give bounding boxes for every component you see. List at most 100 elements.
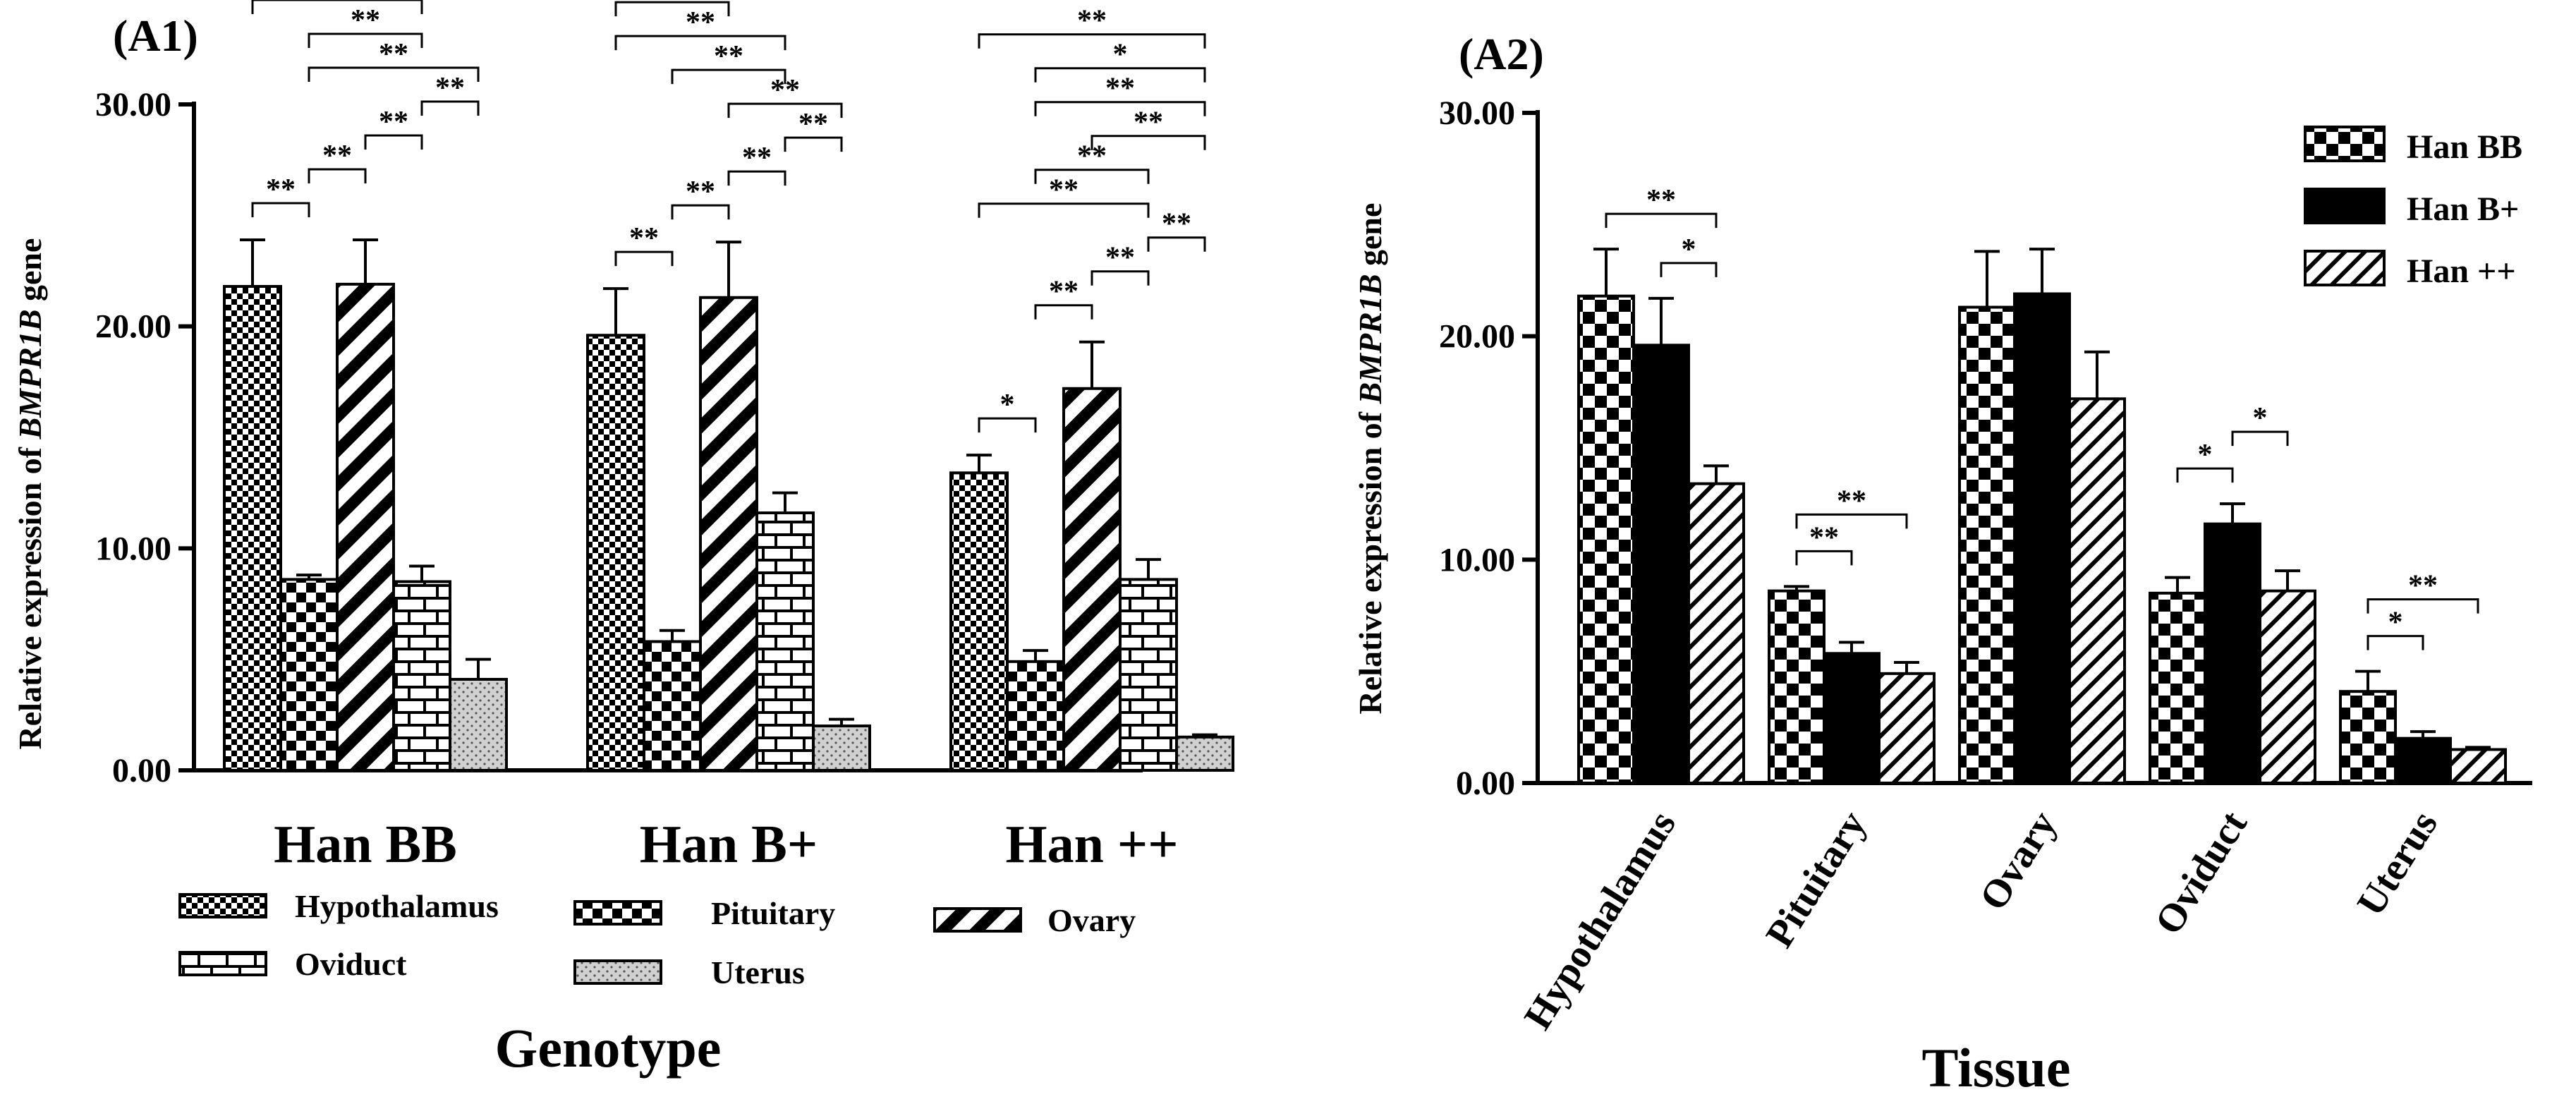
significance-label: * xyxy=(2198,439,2213,471)
bar-han-plus-plus-hypothalamus xyxy=(1687,482,1745,785)
y-tick-label: 30.00 xyxy=(1439,95,1515,132)
y-axis-title-gene: BMPR1B xyxy=(12,309,48,439)
significance-label: ** xyxy=(379,106,408,138)
significance-label: ** xyxy=(657,0,687,5)
bracket-line xyxy=(308,168,367,183)
significance-brackets: ************ xyxy=(1605,184,2479,650)
legend-swatch-ovary xyxy=(933,907,1022,933)
significance-bracket: ** xyxy=(1090,107,1206,150)
significance-label: ** xyxy=(1837,485,1866,517)
bar-hypothalamus-han-bb xyxy=(223,285,282,772)
bar-han-bb-ovary xyxy=(1958,305,2016,784)
significance-bracket: ** xyxy=(1605,184,1718,229)
bracket-line xyxy=(978,33,1206,49)
bracket-line xyxy=(308,32,423,48)
bracket-line xyxy=(1605,212,1718,229)
significance-bracket: ** xyxy=(1034,276,1093,320)
significance-bracket: * xyxy=(1034,39,1206,83)
significance-bracket: ** xyxy=(251,0,423,14)
bar-ovary-han-plus-plus xyxy=(1062,387,1122,772)
bar-uterus-han-plus-plus xyxy=(1175,735,1234,772)
legend-label-oviduct: Oviduct xyxy=(295,946,407,982)
significance-label: ** xyxy=(742,142,772,174)
bracket-line xyxy=(784,136,843,152)
y-axis-title-prefix: Relative expression of xyxy=(1352,404,1388,715)
bracket-line xyxy=(1034,304,1093,320)
significance-bracket: ** xyxy=(308,38,480,82)
x-axis-title: Tissue xyxy=(1922,1037,2071,1098)
significance-label: * xyxy=(1000,389,1015,421)
y-tick-label: 10.00 xyxy=(1439,541,1515,578)
legend: Han BB Han B+ Han ++ xyxy=(2304,126,2522,290)
significance-label: ** xyxy=(379,38,408,71)
x-tick-label-uterus: Uterus xyxy=(2349,803,2446,923)
bracket-line xyxy=(671,204,730,220)
bracket-line xyxy=(1034,101,1206,116)
significance-bracket: ** xyxy=(614,0,730,17)
y-axis-title: Relative expression of BMPR1B gene xyxy=(12,238,48,750)
legend-swatch-uterus xyxy=(573,959,662,985)
bar-ovary-han-b-plus xyxy=(699,296,758,772)
bar-han-plus-plus-oviduct xyxy=(2259,589,2316,785)
bar-oviduct-han-b-plus xyxy=(755,511,815,772)
bar-han-bb-oviduct xyxy=(2149,591,2206,784)
significance-label: ** xyxy=(798,108,828,140)
significance-label: * xyxy=(1682,233,1696,266)
panel-a1: (A1) Relative expression of BMPR1B gene … xyxy=(12,0,1234,1079)
bar-han-bb-pituitary xyxy=(1768,589,1825,785)
significance-label: ** xyxy=(686,176,715,208)
x-tick-label-hypothalamus: Hypothalamus xyxy=(1516,803,1684,1037)
significance-bracket: ** xyxy=(614,222,674,267)
bracket-line xyxy=(1660,262,1718,277)
significance-bracket: ** xyxy=(727,142,786,186)
significance-label: ** xyxy=(1134,107,1163,139)
bar-han-bb-hypothalamus xyxy=(1577,294,1635,784)
legend-label-han-plus-plus: Han ++ xyxy=(2407,253,2516,290)
bar-oviduct-han-bb xyxy=(392,580,451,772)
significance-bracket: ** xyxy=(251,174,310,217)
significance-bracket: * xyxy=(2231,402,2289,447)
x-tick-label-ovary: Ovary xyxy=(1972,803,2065,918)
bracket-line xyxy=(1795,550,1853,566)
significance-label: ** xyxy=(1809,521,1839,554)
significance-bracket: * xyxy=(1660,233,1718,277)
y-tick-label: 30.00 xyxy=(95,86,171,123)
significance-bracket: ** xyxy=(978,5,1206,49)
bracket-line xyxy=(2367,598,2479,614)
x-tick-label-han-bb: Han BB xyxy=(274,815,457,874)
significance-label: ** xyxy=(435,72,465,104)
bar-han-b-plus-hypothalamus xyxy=(1632,344,1690,785)
bracket-line xyxy=(1090,270,1150,286)
bar-han-b-plus-uterus xyxy=(2394,736,2452,784)
bar-han-b-plus-pituitary xyxy=(1823,652,1881,784)
bracket-line xyxy=(614,1,730,17)
panel-a2: (A2) Relative expression of BMPR1B gene … xyxy=(1352,29,2532,1098)
significance-bracket: * xyxy=(2176,439,2234,483)
bracket-line xyxy=(420,100,480,116)
significance-label: ** xyxy=(629,222,659,255)
bracket-line xyxy=(2231,430,2289,447)
bars xyxy=(223,238,1234,772)
significance-bracket: ** xyxy=(614,6,786,51)
significance-bracket: ** xyxy=(978,174,1150,218)
significance-bracket: ** xyxy=(671,176,730,220)
bar-han-plus-plus-uterus xyxy=(2449,748,2507,784)
significance-label: ** xyxy=(714,40,743,73)
bar-han-b-plus-oviduct xyxy=(2204,522,2261,785)
x-tick-labels: Han BB Han B+ Han ++ xyxy=(274,815,1178,874)
bracket-line xyxy=(727,170,786,186)
bars xyxy=(1577,248,2507,785)
significance-bracket: ** xyxy=(308,140,367,183)
significance-label: * xyxy=(1113,39,1128,71)
significance-label: ** xyxy=(686,6,715,39)
significance-label: ** xyxy=(1105,73,1135,105)
y-axis-title: Relative expression of BMPR1B gene xyxy=(1352,203,1388,715)
legend-swatch-han-bb xyxy=(2304,126,2386,162)
significance-label: ** xyxy=(1105,242,1135,274)
significance-label: ** xyxy=(322,140,352,172)
y-tick-label: 0.00 xyxy=(112,752,171,789)
bracket-line xyxy=(727,102,843,119)
significance-label: ** xyxy=(266,174,296,206)
x-tick-labels: Hypothalamus Pituitary Ovary Oviduct Uterus xyxy=(1516,803,2446,1037)
